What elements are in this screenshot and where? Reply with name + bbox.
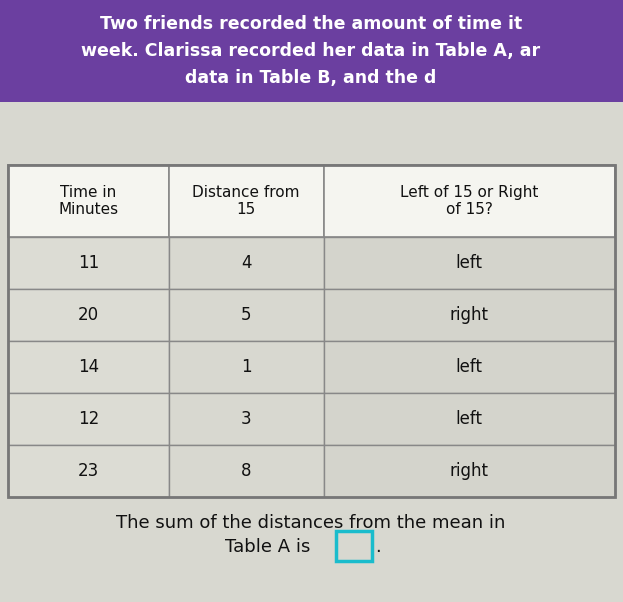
Bar: [323, 165, 615, 237]
Text: Table A is: Table A is: [225, 538, 310, 556]
Bar: [169, 289, 323, 341]
Bar: [323, 237, 615, 289]
Bar: [169, 237, 323, 289]
Text: left: left: [456, 410, 483, 428]
Text: 11: 11: [78, 254, 99, 272]
Bar: [8, 237, 169, 289]
Bar: [323, 445, 615, 497]
Text: 12: 12: [78, 410, 99, 428]
Bar: [8, 165, 615, 497]
Text: 1: 1: [241, 358, 252, 376]
Text: The sum of the distances from the mean in: The sum of the distances from the mean i…: [117, 514, 506, 532]
Bar: [323, 393, 615, 445]
Bar: [8, 445, 169, 497]
Text: left: left: [456, 358, 483, 376]
Text: Time in
Minutes: Time in Minutes: [59, 185, 118, 217]
Text: Left of 15 or Right
of 15?: Left of 15 or Right of 15?: [400, 185, 538, 217]
Text: 8: 8: [241, 462, 252, 480]
Bar: [323, 289, 615, 341]
Bar: [169, 341, 323, 393]
Text: 20: 20: [78, 306, 99, 324]
Text: week. Clarissa recorded her data in Table A, ar: week. Clarissa recorded her data in Tabl…: [82, 42, 541, 60]
Bar: [0, 0, 623, 102]
Text: data in Table B, and the d: data in Table B, and the d: [185, 69, 437, 87]
Bar: [8, 393, 169, 445]
Bar: [8, 289, 169, 341]
Text: right: right: [450, 462, 489, 480]
Text: 3: 3: [241, 410, 252, 428]
Text: 23: 23: [78, 462, 99, 480]
Text: Two friends recorded the amount of time it: Two friends recorded the amount of time …: [100, 15, 522, 33]
Bar: [169, 165, 323, 237]
Bar: [8, 341, 169, 393]
Text: right: right: [450, 306, 489, 324]
Text: .: .: [375, 538, 381, 556]
Text: 5: 5: [241, 306, 252, 324]
Bar: [8, 165, 169, 237]
Bar: [169, 393, 323, 445]
Bar: [336, 531, 372, 561]
Bar: [169, 445, 323, 497]
Text: 14: 14: [78, 358, 99, 376]
Text: 4: 4: [241, 254, 252, 272]
Text: Distance from
15: Distance from 15: [193, 185, 300, 217]
Bar: [323, 341, 615, 393]
Text: left: left: [456, 254, 483, 272]
